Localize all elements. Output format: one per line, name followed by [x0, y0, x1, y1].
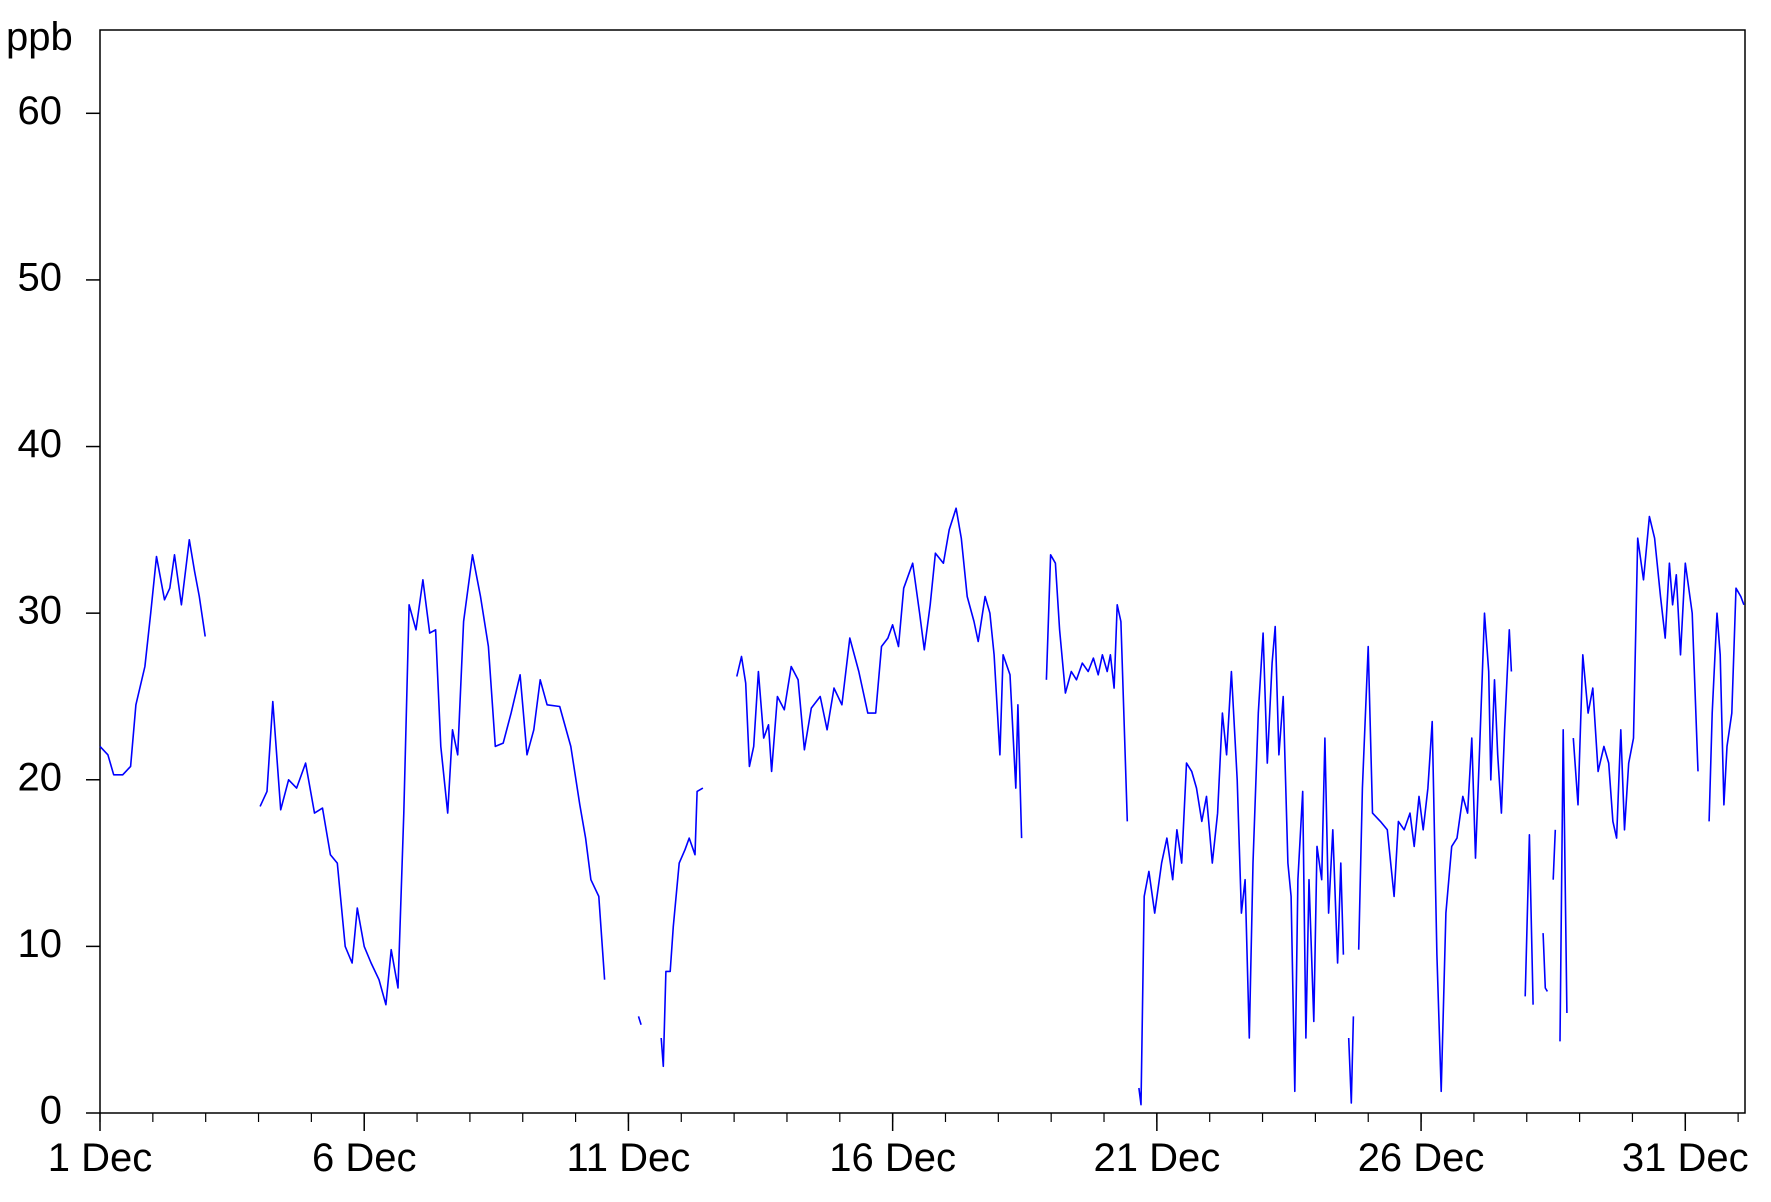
x-tick-label: 1 Dec	[48, 1136, 153, 1180]
y-tick-label: 40	[18, 422, 63, 466]
data-line	[99, 507, 1745, 1106]
x-tick-label: 11 Dec	[567, 1136, 691, 1180]
x-tick-label: 6 Dec	[312, 1136, 417, 1180]
plot-frame	[99, 29, 1746, 1114]
y-tick-label: 20	[18, 755, 63, 799]
y-tick-label: 50	[18, 255, 63, 299]
y-tick-label: 30	[18, 589, 63, 633]
y-tick-label: 0	[40, 1089, 62, 1133]
y-tick-label: 60	[18, 89, 63, 133]
x-tick-label: 26 Dec	[1358, 1136, 1485, 1180]
y-axis-label: ppb	[6, 15, 73, 59]
y-tick-label: 10	[18, 922, 63, 966]
x-tick-label: 16 Dec	[829, 1136, 956, 1180]
x-tick-label: 21 Dec	[1093, 1136, 1220, 1180]
x-tick-label: 31 Dec	[1622, 1136, 1749, 1180]
